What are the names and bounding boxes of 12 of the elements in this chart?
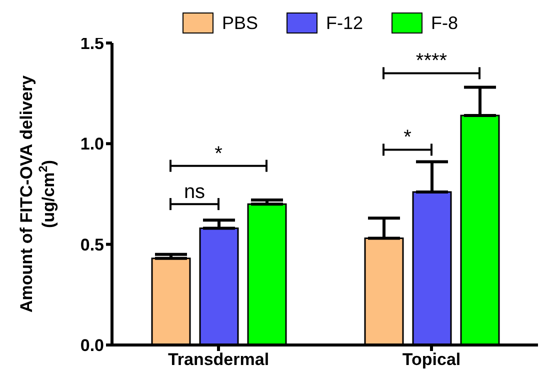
x-tick-label: Transdermal — [168, 350, 270, 370]
y-tick-label: 1.0 — [80, 134, 104, 154]
legend-label: F-8 — [431, 12, 458, 34]
annotation: * — [404, 126, 412, 149]
annotation: ns — [184, 181, 206, 204]
x-tick-label: Topical — [402, 350, 461, 370]
legend-label: F-12 — [326, 12, 364, 34]
y-tick-label: 0.0 — [80, 336, 104, 356]
annotation: * — [214, 142, 223, 165]
y-tick-label: 0.5 — [80, 235, 104, 254]
annotation: **** — [416, 50, 448, 72]
legend-label: PBS — [222, 12, 258, 34]
